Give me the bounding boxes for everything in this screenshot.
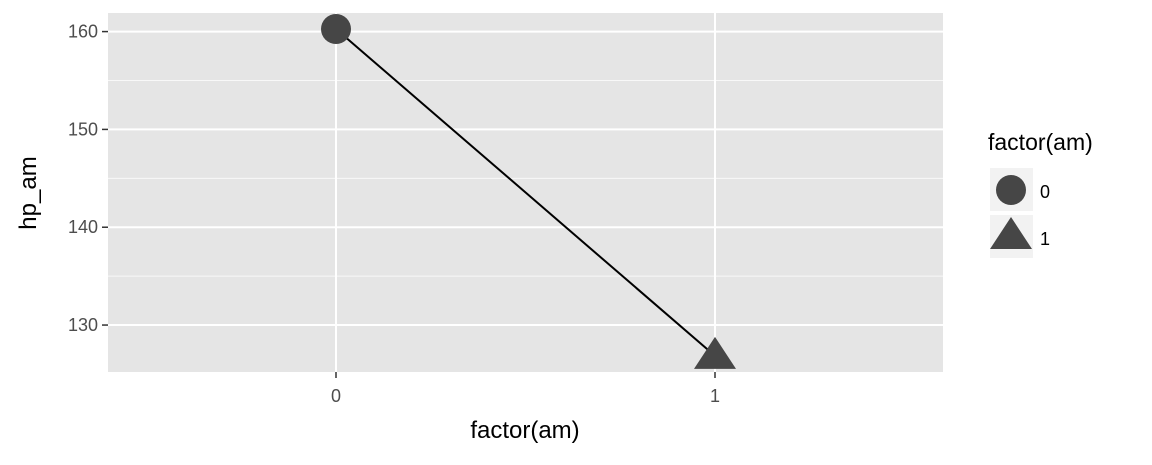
legend-key-circle xyxy=(996,175,1026,205)
series-layer xyxy=(335,28,716,357)
y-axis-title: hp_am xyxy=(15,156,42,229)
data-point-circle xyxy=(321,14,351,45)
x-tick-label: 1 xyxy=(710,386,720,406)
legend: factor(am) 0 1 xyxy=(988,129,1093,258)
x-axis-title: factor(am) xyxy=(470,417,579,444)
y-axis: 130 140 150 160 xyxy=(68,22,108,335)
y-tick-label: 140 xyxy=(68,217,98,237)
series-line xyxy=(335,28,716,357)
y-tick-label: 150 xyxy=(68,119,98,139)
y-tick-label: 130 xyxy=(68,315,98,335)
data-point-triangle xyxy=(694,336,736,369)
legend-label-1: 1 xyxy=(1040,229,1050,249)
grid-major xyxy=(108,13,943,372)
legend-title: factor(am) xyxy=(988,129,1093,155)
legend-key-triangle xyxy=(990,217,1032,249)
legend-label-0: 0 xyxy=(1040,182,1050,202)
grid-minor xyxy=(108,79,943,277)
x-tick-label: 0 xyxy=(331,386,341,406)
points-layer xyxy=(321,14,736,369)
y-tick-label: 160 xyxy=(68,22,98,42)
